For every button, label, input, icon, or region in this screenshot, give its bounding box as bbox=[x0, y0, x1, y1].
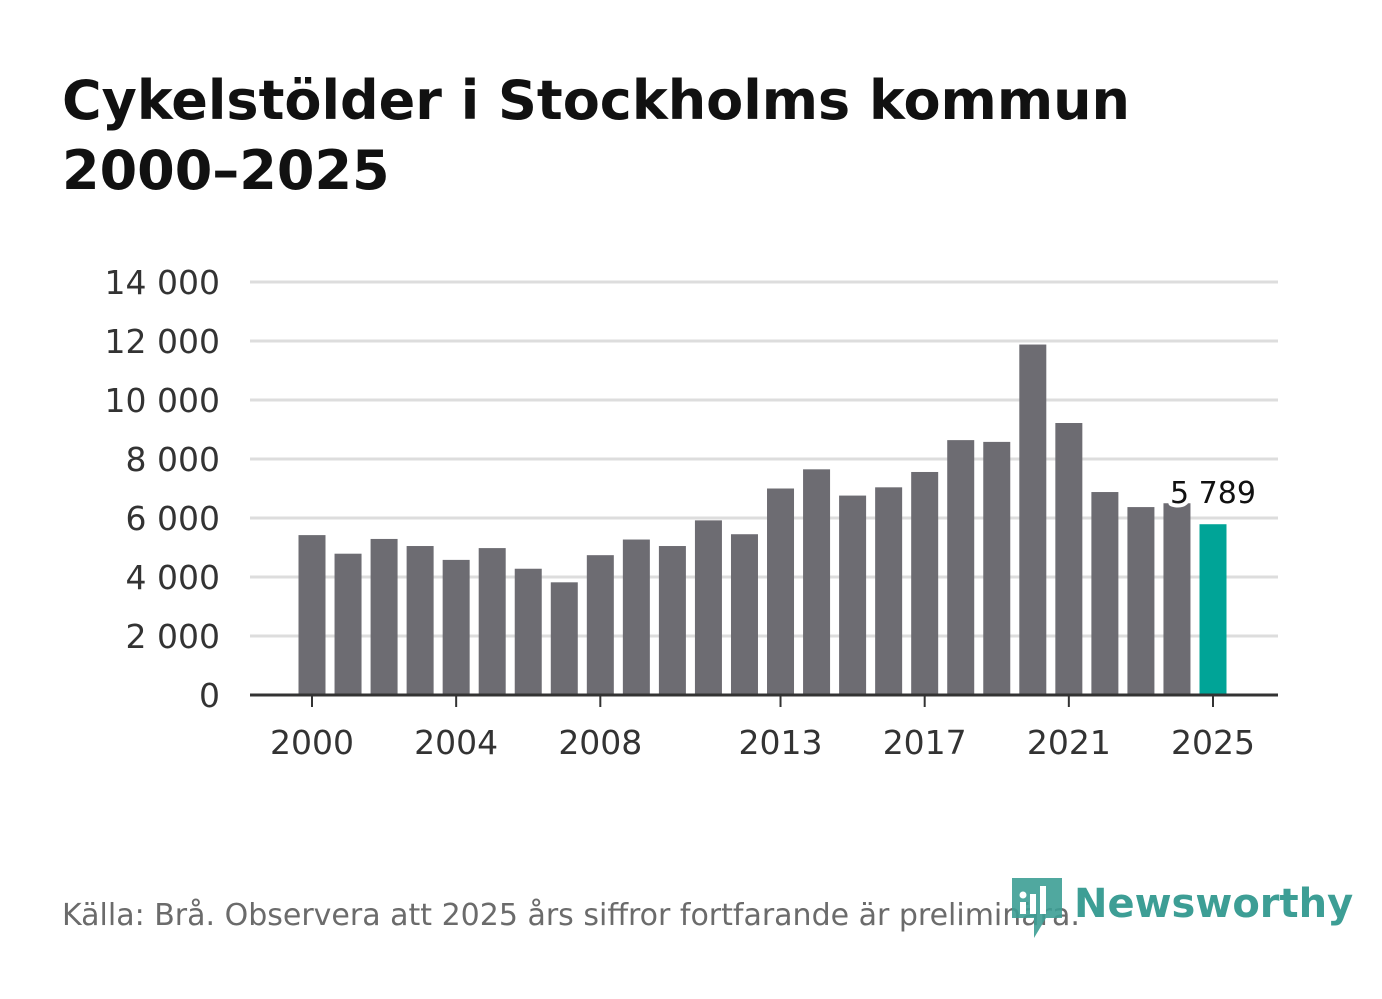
x-tick-label: 2025 bbox=[1171, 723, 1255, 762]
chart-title: Cykelstölder i Stockholms kommun 2000–20… bbox=[62, 66, 1242, 206]
chart-title-line-1: Cykelstölder i Stockholms kommun bbox=[62, 69, 1130, 132]
y-tick-label: 12 000 bbox=[105, 322, 220, 361]
gridlines bbox=[250, 280, 1278, 638]
y-tick-label: 6 000 bbox=[126, 499, 220, 538]
bar-2009 bbox=[622, 539, 650, 695]
x-axis-tick-labels: 2000 2004 2008 2013 2017 2021 2025 bbox=[270, 723, 1255, 762]
bar-2024 bbox=[1163, 503, 1191, 695]
bar-2011 bbox=[694, 520, 722, 695]
bar-2015 bbox=[839, 495, 867, 695]
bar-2023 bbox=[1127, 507, 1155, 695]
source-note: Källa: Brå. Observera att 2025 års siffr… bbox=[62, 898, 1080, 933]
x-tick-label: 2017 bbox=[883, 723, 967, 762]
bar-2016 bbox=[875, 487, 903, 695]
bar-2004 bbox=[442, 559, 470, 695]
bar-2012 bbox=[730, 534, 758, 695]
y-tick-label: 14 000 bbox=[105, 263, 220, 302]
newsworthy-logo: Newsworthy bbox=[1012, 878, 1353, 940]
bar-2018 bbox=[947, 440, 975, 695]
x-tick-label: 2021 bbox=[1027, 723, 1111, 762]
x-axis bbox=[250, 693, 1278, 707]
y-tick-label: 0 bbox=[199, 676, 220, 715]
bar-2003 bbox=[406, 546, 434, 695]
bar-2002 bbox=[370, 538, 398, 695]
y-tick-label: 10 000 bbox=[105, 381, 220, 420]
bar-2013 bbox=[767, 488, 795, 695]
annotation-label-halo: 5 789 bbox=[1170, 476, 1256, 511]
bar-2025 bbox=[1199, 524, 1227, 695]
bar-2005 bbox=[478, 548, 506, 695]
x-tick-label: 2004 bbox=[414, 723, 498, 762]
y-tick-label: 2 000 bbox=[126, 617, 220, 656]
x-tick-label: 2000 bbox=[270, 723, 354, 762]
annotation-label: 5 789 bbox=[1170, 476, 1256, 511]
y-tick-label: 8 000 bbox=[126, 440, 220, 479]
chart-title-line-2: 2000–2025 bbox=[62, 139, 390, 202]
x-tick-label: 2008 bbox=[558, 723, 642, 762]
bar-2007 bbox=[550, 582, 578, 695]
bar-2020 bbox=[1019, 344, 1047, 695]
bar-2014 bbox=[803, 469, 831, 695]
bar-2017 bbox=[911, 471, 939, 695]
bar-2022 bbox=[1091, 492, 1119, 695]
bar-2006 bbox=[514, 568, 542, 695]
bar-2021 bbox=[1055, 423, 1083, 695]
newsworthy-logo-icon bbox=[1012, 878, 1062, 938]
bar-2010 bbox=[658, 546, 686, 695]
y-axis-tick-labels: 0 2 000 4 000 6 000 8 000 10 000 12 000 14 000 bbox=[105, 263, 220, 715]
y-tick-label: 4 000 bbox=[126, 558, 220, 597]
x-tick-label: 2013 bbox=[739, 723, 823, 762]
logo-text: Newsworthy bbox=[1074, 881, 1354, 927]
bar-2001 bbox=[334, 553, 362, 695]
bars bbox=[298, 344, 1227, 695]
bar-2019 bbox=[983, 441, 1011, 695]
bar-2000 bbox=[298, 535, 326, 695]
bar-2008 bbox=[586, 555, 614, 695]
